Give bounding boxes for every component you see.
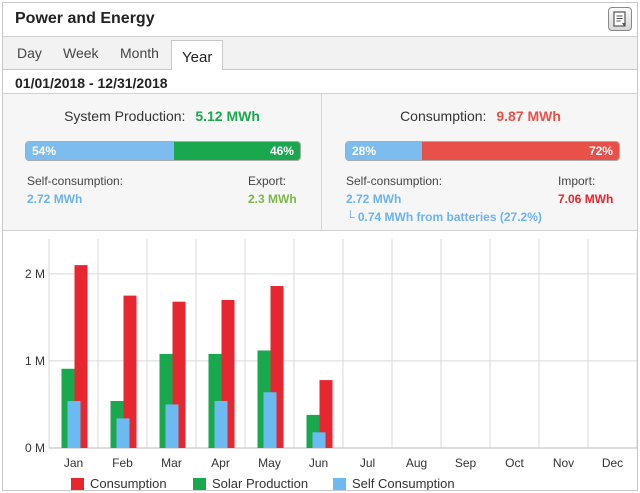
legend-consumption-swatch — [71, 478, 84, 490]
consumption-self-segment: 28% — [346, 142, 423, 160]
bar-self-consumption — [312, 432, 326, 448]
date-range: 01/01/2018 - 12/31/2018 — [15, 75, 168, 91]
x-tick-label: Feb — [112, 456, 133, 470]
bar-self-consumption — [67, 400, 81, 448]
tab-month[interactable]: Month — [120, 45, 159, 61]
batteries-note: └ 0.74 MWh from batteries (27.2%) — [346, 210, 542, 224]
legend-solar-swatch — [193, 478, 206, 490]
production-heading: System Production: 5.12 MWh — [3, 108, 321, 124]
consumption-panel: Consumption: 9.87 MWh 28% 72% Self-consu… — [321, 94, 637, 231]
bar-consumption — [123, 295, 137, 448]
consumption-label: Consumption: — [400, 108, 487, 124]
legend-self: Self Consumption — [352, 476, 455, 491]
bar-self-consumption — [116, 418, 130, 448]
x-tick-label: Sep — [455, 456, 477, 470]
export-document-icon — [613, 11, 626, 27]
tab-week[interactable]: Week — [63, 45, 99, 61]
production-split-bar: 54% 46% — [25, 141, 301, 161]
bar-consumption — [319, 380, 333, 448]
x-tick-label: Aug — [406, 456, 427, 470]
production-self-value: 2.72 MWh — [27, 192, 83, 206]
legend-consumption: Consumption — [90, 476, 167, 491]
y-tick-label: 1 M — [25, 354, 45, 368]
export-label: Export: — [248, 174, 287, 188]
x-tick-label: Jul — [360, 456, 375, 470]
summary-panel: System Production: 5.12 MWh 54% 46% Self… — [3, 94, 637, 231]
consumption-self-value: 2.72 MWh — [346, 192, 402, 206]
production-self-label: Self-consumption: — [27, 174, 124, 188]
tab-year[interactable]: Year — [171, 40, 224, 71]
x-tick-label: Mar — [161, 456, 182, 470]
production-value: 5.12 MWh — [195, 108, 260, 124]
legend-solar: Solar Production — [212, 476, 309, 491]
production-self-segment: 54% — [26, 142, 174, 160]
production-label: System Production: — [64, 108, 186, 124]
x-tick-label: Oct — [505, 456, 524, 470]
x-tick-label: Dec — [602, 456, 623, 470]
chart-svg: 0 M 1 M 2 M Jan Feb Mar Apr May Jun Jul Aug Sep Oct N… — [25, 239, 637, 470]
widget-header: Power and Energy — [3, 3, 637, 37]
x-tick-label: May — [258, 456, 281, 470]
consumption-self-label: Self-consumption: — [346, 174, 443, 188]
widget-title: Power and Energy — [15, 10, 155, 27]
x-tick-label: Jun — [309, 456, 328, 470]
date-range-bar: 01/01/2018 - 12/31/2018 — [3, 70, 637, 94]
consumption-value: 9.87 MWh — [496, 108, 561, 124]
bar-self-consumption — [263, 392, 277, 448]
bar-self-consumption — [165, 404, 179, 448]
export-button[interactable] — [608, 7, 632, 31]
production-export-segment: 46% — [173, 142, 300, 160]
consumption-heading: Consumption: 9.87 MWh — [322, 108, 637, 124]
import-value: 7.06 MWh — [558, 192, 614, 206]
x-tick-label: Jan — [64, 456, 83, 470]
period-tabs: Day Week Month Year — [3, 37, 637, 71]
x-tick-label: Apr — [211, 456, 230, 470]
y-tick-label: 0 M — [25, 441, 45, 455]
production-panel: System Production: 5.12 MWh 54% 46% Self… — [3, 94, 321, 231]
export-value: 2.3 MWh — [248, 192, 297, 206]
consumption-import-segment: 72% — [422, 142, 619, 160]
legend-self-swatch — [333, 478, 346, 490]
bar-self-consumption — [214, 400, 228, 448]
tab-day[interactable]: Day — [17, 45, 42, 61]
monthly-energy-chart: 0 M 1 M 2 M Jan Feb Mar Apr May Jun Jul Aug Sep Oct N… — [3, 231, 637, 491]
import-label: Import: — [558, 174, 596, 188]
consumption-split-bar: 28% 72% — [345, 141, 620, 161]
y-tick-label: 2 M — [25, 267, 45, 281]
x-tick-label: Nov — [553, 456, 574, 470]
